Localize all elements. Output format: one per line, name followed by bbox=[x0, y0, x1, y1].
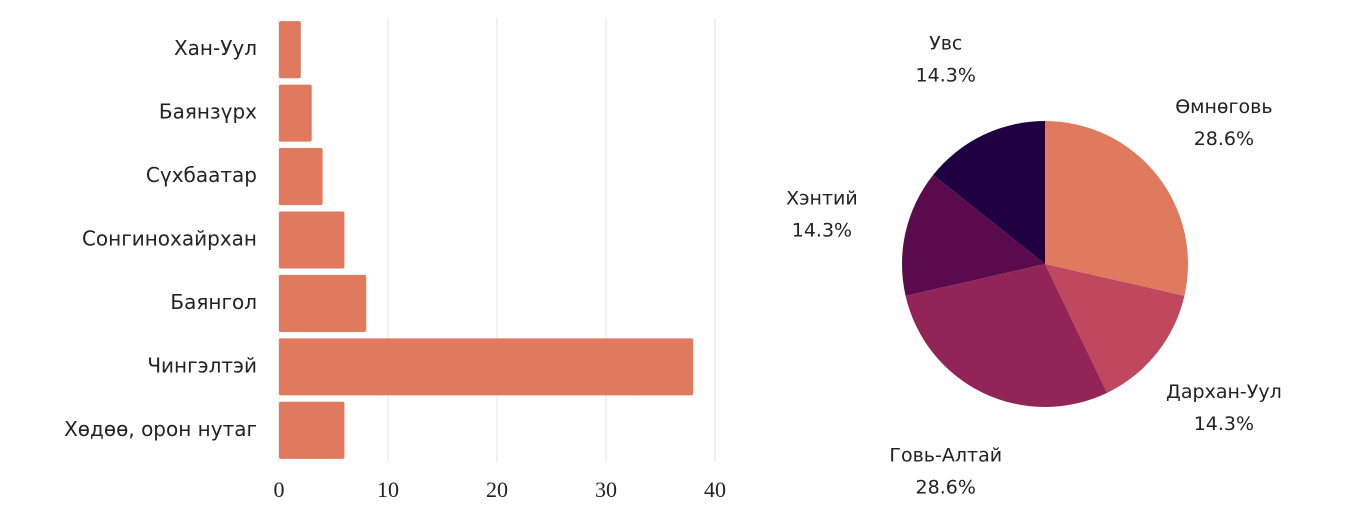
x-tick-label: 40 bbox=[704, 477, 726, 502]
slice-value: 28.6% bbox=[916, 477, 976, 499]
slice-value: 14.3% bbox=[792, 220, 852, 242]
bar bbox=[279, 274, 367, 332]
pie-slice bbox=[905, 264, 1108, 408]
bar bbox=[279, 21, 301, 79]
bar bbox=[279, 338, 694, 396]
slice-label: Дархан-Уул bbox=[1166, 381, 1282, 403]
bar bbox=[279, 84, 312, 142]
bar bbox=[279, 148, 323, 206]
slice-value: 28.6% bbox=[1194, 128, 1254, 150]
slice-label: Увс bbox=[929, 32, 962, 54]
slice-value: 14.3% bbox=[916, 64, 976, 86]
bar bbox=[279, 401, 345, 459]
y-tick-label: Сүхбаатар bbox=[146, 163, 257, 187]
slice-label: Хэнтий bbox=[786, 188, 858, 210]
y-tick-label: Баянгол bbox=[170, 290, 257, 314]
y-tick-label: Чингэлтэй bbox=[147, 353, 257, 377]
x-tick-label: 0 bbox=[274, 477, 285, 502]
pie-slice bbox=[902, 174, 1045, 296]
pie-slice bbox=[1045, 264, 1185, 393]
pie-slice bbox=[1045, 121, 1188, 296]
slice-value: 14.3% bbox=[1194, 413, 1254, 435]
y-tick-label: Баянзүрх bbox=[159, 100, 257, 124]
slice-label: Өмнөговь bbox=[1175, 96, 1272, 118]
pie-slice bbox=[933, 121, 1045, 264]
slice-label: Говь-Алтай bbox=[889, 445, 1002, 467]
y-tick-label: Хөдөө, орон нутаг bbox=[64, 417, 257, 441]
y-tick-label: Сонгинохайрхан bbox=[82, 227, 257, 251]
x-tick-label: 30 bbox=[595, 477, 617, 502]
y-tick-label: Хан-Уул bbox=[174, 36, 257, 60]
x-tick-label: 10 bbox=[377, 477, 399, 502]
bar bbox=[279, 211, 345, 269]
x-tick-label: 20 bbox=[486, 477, 508, 502]
